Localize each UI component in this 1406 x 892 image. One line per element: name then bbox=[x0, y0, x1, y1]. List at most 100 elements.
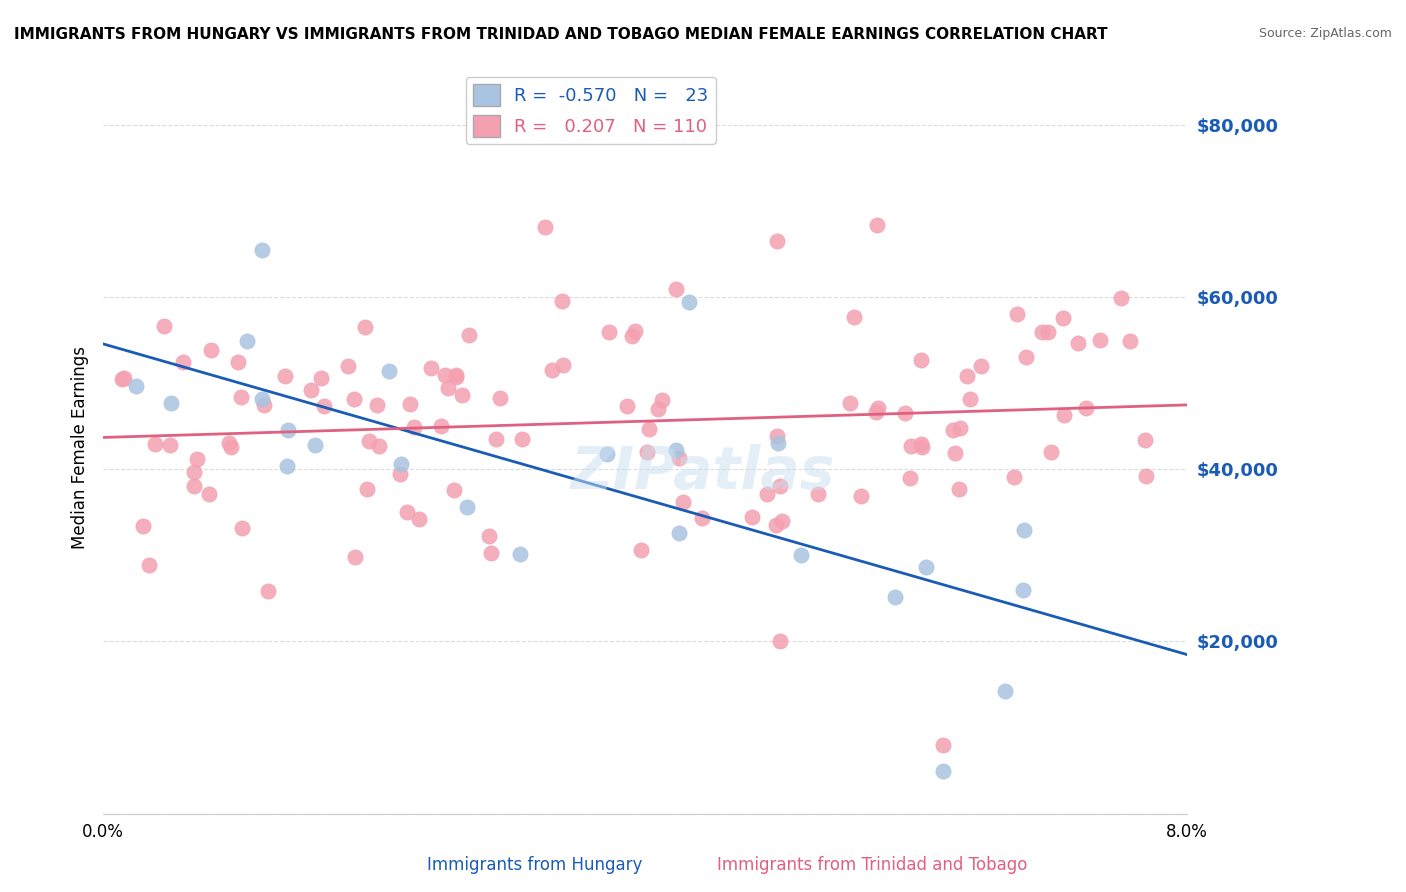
Point bbox=[1088, 333, 1111, 347]
Point bbox=[766, 235, 789, 249]
Point bbox=[112, 371, 135, 385]
Point bbox=[690, 511, 713, 525]
Point bbox=[437, 381, 460, 395]
Point bbox=[766, 429, 789, 443]
Point bbox=[943, 445, 966, 459]
Point bbox=[638, 422, 661, 436]
Point bbox=[489, 391, 512, 405]
Point bbox=[111, 372, 134, 386]
Point bbox=[450, 388, 472, 402]
Point bbox=[510, 432, 533, 446]
Point bbox=[419, 360, 441, 375]
Point bbox=[231, 521, 253, 535]
Point bbox=[443, 483, 465, 497]
Point bbox=[344, 549, 367, 564]
Point bbox=[910, 437, 932, 451]
Point bbox=[596, 447, 619, 461]
Point bbox=[1031, 325, 1053, 339]
Point bbox=[1004, 470, 1026, 484]
Point bbox=[479, 546, 502, 560]
Point bbox=[252, 392, 274, 406]
Point bbox=[1133, 433, 1156, 447]
Point bbox=[956, 369, 979, 384]
Point bbox=[485, 432, 508, 446]
Point bbox=[1109, 291, 1132, 305]
Text: Source: ZipAtlas.com: Source: ZipAtlas.com bbox=[1258, 27, 1392, 40]
Point bbox=[430, 419, 453, 434]
Point bbox=[849, 489, 872, 503]
Point bbox=[1076, 401, 1098, 415]
Point bbox=[353, 319, 375, 334]
Point bbox=[1040, 445, 1063, 459]
Point bbox=[153, 318, 176, 333]
Point bbox=[1052, 311, 1074, 326]
Point bbox=[948, 482, 970, 496]
Point bbox=[183, 465, 205, 479]
Point bbox=[402, 420, 425, 434]
Point bbox=[866, 218, 889, 232]
Point bbox=[231, 390, 253, 404]
Point bbox=[598, 326, 620, 340]
Point bbox=[138, 558, 160, 572]
Point bbox=[898, 471, 921, 485]
Point bbox=[1053, 408, 1076, 422]
Point bbox=[551, 293, 574, 308]
Point bbox=[948, 421, 970, 435]
Point bbox=[942, 423, 965, 437]
Point bbox=[770, 514, 793, 528]
Point bbox=[807, 486, 830, 500]
Point bbox=[1012, 523, 1035, 537]
Point bbox=[541, 363, 564, 377]
Point bbox=[636, 444, 658, 458]
Point bbox=[1135, 469, 1157, 483]
Point bbox=[304, 438, 326, 452]
Point bbox=[616, 400, 638, 414]
Point bbox=[741, 510, 763, 524]
Point bbox=[368, 439, 391, 453]
Point bbox=[769, 634, 792, 648]
Point bbox=[312, 400, 335, 414]
Point bbox=[765, 518, 787, 533]
Point bbox=[551, 358, 574, 372]
Point bbox=[678, 295, 700, 310]
Point bbox=[1036, 325, 1059, 339]
Point bbox=[915, 559, 938, 574]
Point bbox=[932, 764, 955, 778]
Y-axis label: Median Female Earnings: Median Female Earnings bbox=[72, 346, 89, 549]
Text: ZIPatlas: ZIPatlas bbox=[571, 444, 835, 501]
Point bbox=[343, 392, 366, 407]
Point bbox=[672, 495, 695, 509]
Point bbox=[456, 500, 478, 514]
Point bbox=[651, 392, 673, 407]
Point bbox=[533, 219, 555, 234]
Point bbox=[132, 519, 155, 533]
Point bbox=[309, 371, 332, 385]
Point bbox=[159, 437, 181, 451]
Point bbox=[299, 383, 322, 397]
Point bbox=[221, 440, 243, 454]
Point bbox=[125, 378, 148, 392]
Point bbox=[842, 310, 865, 324]
Point bbox=[160, 396, 183, 410]
Text: IMMIGRANTS FROM HUNGARY VS IMMIGRANTS FROM TRINIDAD AND TOBAGO MEDIAN FEMALE EAR: IMMIGRANTS FROM HUNGARY VS IMMIGRANTS FR… bbox=[14, 27, 1108, 42]
Point bbox=[970, 359, 993, 373]
Point bbox=[200, 343, 222, 357]
Point bbox=[1014, 350, 1036, 364]
Point bbox=[444, 370, 467, 384]
Point bbox=[218, 436, 240, 450]
Point bbox=[143, 437, 166, 451]
Point bbox=[277, 423, 299, 437]
Point bbox=[911, 440, 934, 454]
Point bbox=[630, 542, 652, 557]
Point bbox=[790, 548, 813, 562]
Point bbox=[253, 398, 276, 412]
Point bbox=[883, 590, 905, 604]
Point bbox=[910, 352, 932, 367]
Point bbox=[444, 368, 467, 383]
Point bbox=[398, 397, 420, 411]
Point bbox=[1119, 334, 1142, 348]
Point bbox=[900, 439, 922, 453]
Point bbox=[865, 404, 887, 418]
Point bbox=[959, 392, 981, 406]
Point bbox=[186, 451, 208, 466]
